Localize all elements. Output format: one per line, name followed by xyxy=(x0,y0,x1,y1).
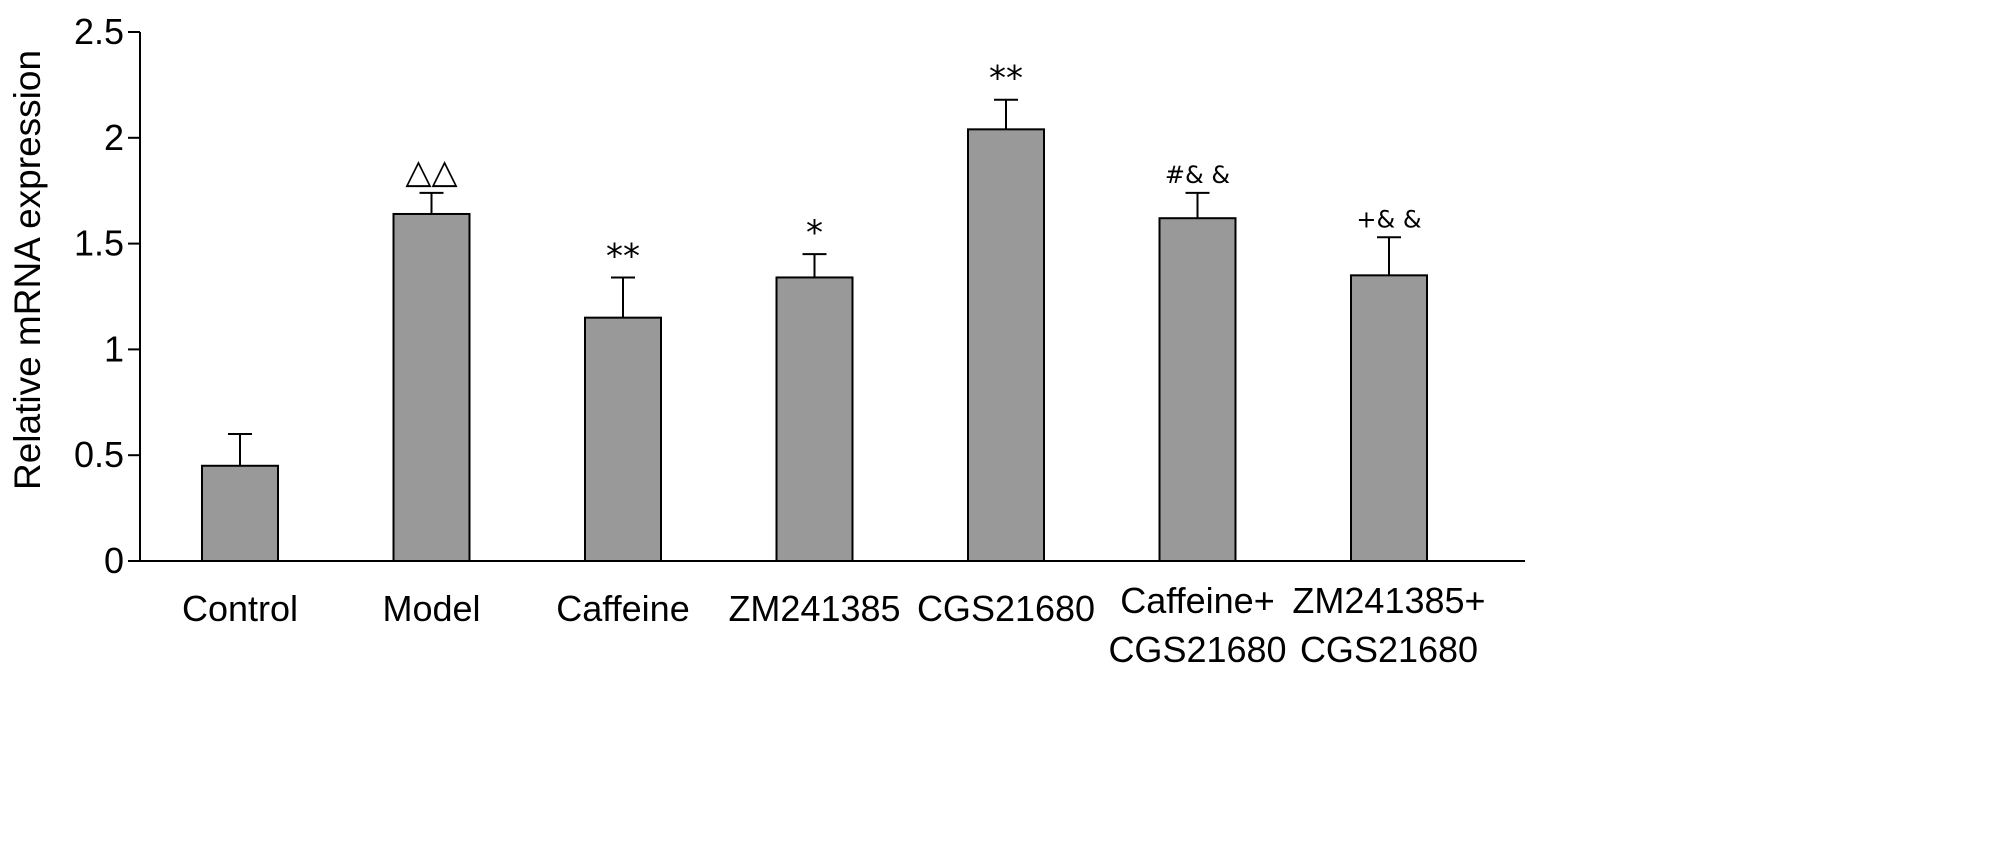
significance-label: △△ xyxy=(405,152,458,192)
y-tick-label: 1 xyxy=(104,328,124,369)
category-label: Caffeine+ CGS21680 xyxy=(1108,580,1286,670)
significance-label: * xyxy=(806,213,823,253)
bar xyxy=(775,276,854,562)
significance-label: ** xyxy=(606,236,640,276)
category-label: Model xyxy=(382,588,480,629)
y-tick-label: 1.5 xyxy=(74,223,124,264)
significance-label: #& & xyxy=(1165,161,1230,189)
y-tick-label: 2.5 xyxy=(74,11,124,52)
significance-label: +& & xyxy=(1356,205,1421,233)
y-tick-label: 0 xyxy=(104,540,124,581)
bar xyxy=(392,212,471,562)
category-label: ZM241385 xyxy=(728,588,900,629)
y-tick-label: 0.5 xyxy=(74,434,124,475)
y-axis-label: Relative mRNA expression xyxy=(7,50,48,490)
bar xyxy=(201,464,279,562)
category-label: ZM241385+ CGS21680 xyxy=(1292,580,1485,670)
category-label: CGS21680 xyxy=(917,588,1095,629)
category-labels: Control Model Caffeine ZM241385 CGS21680 Caff… xyxy=(182,580,1486,670)
bar xyxy=(1350,274,1428,562)
bars: △△*****#& &+& & xyxy=(201,59,1428,562)
significance-label: ** xyxy=(989,59,1023,99)
category-label: Caffeine xyxy=(556,588,689,629)
bar xyxy=(1158,217,1237,562)
category-label: Control xyxy=(182,588,298,629)
bar xyxy=(967,128,1045,562)
y-axis: 0 0.5 1 1.5 2 2.5 xyxy=(74,11,141,581)
bar xyxy=(584,316,662,562)
y-tick-label: 2 xyxy=(104,117,124,158)
